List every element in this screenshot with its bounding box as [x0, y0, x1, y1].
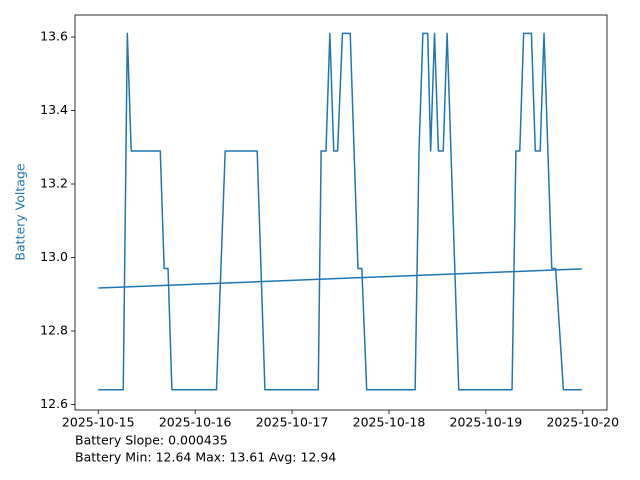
x-tick-label: 2025-10-15 [62, 415, 135, 430]
x-tick-label: 2025-10-16 [159, 415, 232, 430]
y-tick-label: 13.2 [40, 176, 68, 191]
battery-line [98, 268, 582, 289]
y-tick-label: 13.0 [40, 249, 68, 264]
annotation: Battery Slope: 0.000435 [75, 433, 228, 448]
y-tick-label: 12.8 [40, 323, 68, 338]
battery-line [98, 32, 582, 391]
y-tick-label: 12.6 [40, 396, 68, 411]
annotation: Battery Min: 12.64 Max: 13.61 Avg: 12.94 [75, 450, 336, 465]
x-tick-label: 2025-10-18 [353, 415, 426, 430]
x-tick-label: 2025-10-17 [256, 415, 329, 430]
y-tick-label: 13.6 [40, 29, 68, 44]
x-tick-label: 2025-10-19 [450, 415, 523, 430]
x-tick-label: 2025-10-20 [546, 415, 619, 430]
y-axis-label: Battery Voltage [13, 163, 28, 260]
axes-frame [74, 14, 608, 411]
y-tick-label: 13.4 [40, 102, 68, 117]
